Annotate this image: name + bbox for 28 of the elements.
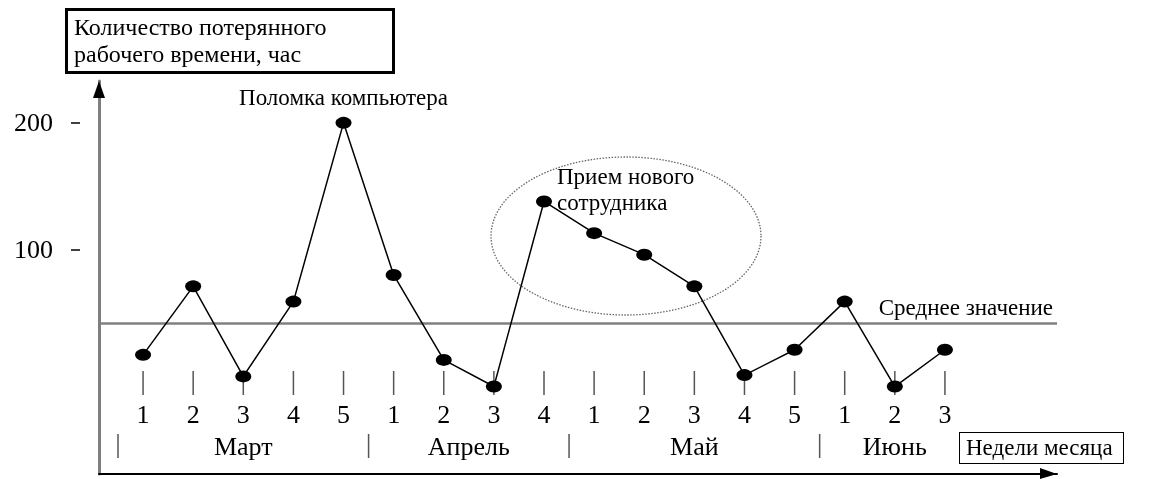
annotation: Прием нового сотрудника [557, 164, 696, 216]
y-tick-label: 200 [14, 108, 53, 138]
x-tick-label: 1 [387, 399, 401, 429]
annotation: Май [670, 431, 719, 461]
x-tick-label: 1 [136, 399, 150, 429]
y-tick-label: 100 [14, 235, 53, 265]
y-axis-title: Количество потерянного рабочего времени, час [65, 8, 395, 74]
x-tick-label: 4 [537, 399, 551, 429]
x-tick-label: 3 [236, 399, 250, 429]
x-tick-label: 5 [337, 399, 351, 429]
ref-line-label: Среднее значение [878, 295, 1053, 321]
x-tick-label: 1 [587, 399, 601, 429]
x-tick-label: 2 [637, 399, 651, 429]
x-axis-title: Недели месяца [959, 432, 1124, 464]
x-tick-label: 5 [788, 399, 802, 429]
x-tick-label: 1 [838, 399, 852, 429]
annotation: Поломка компьютера [239, 84, 448, 111]
x-tick-label: 2 [437, 399, 451, 429]
x-tick-label: 4 [286, 399, 300, 429]
x-tick-label: 3 [687, 399, 701, 429]
x-tick-label: 3 [487, 399, 501, 429]
annotation: Апрель [427, 431, 510, 461]
x-tick-label: 3 [938, 399, 952, 429]
x-tick-label: 2 [888, 399, 902, 429]
x-tick-label: 4 [737, 399, 751, 429]
annotation: Июнь [862, 431, 927, 461]
x-tick-label: 2 [186, 399, 200, 429]
annotation: Март [213, 431, 273, 461]
